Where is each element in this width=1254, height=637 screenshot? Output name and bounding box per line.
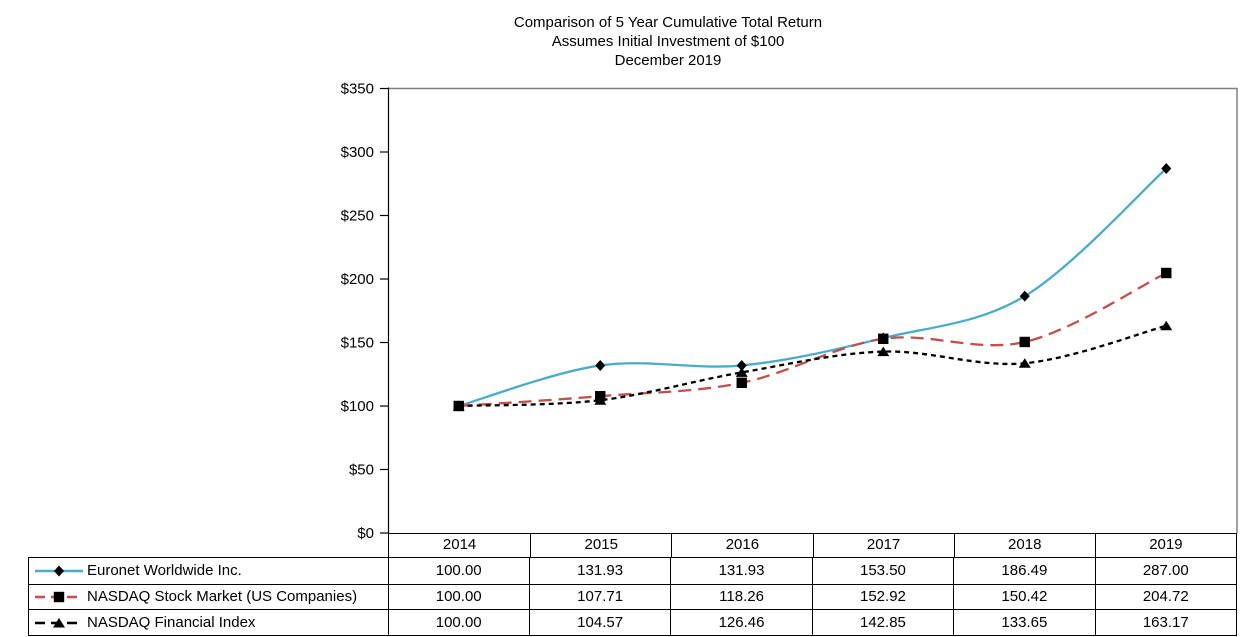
y-axis-label: $150 bbox=[341, 335, 374, 352]
chart-title-line3: December 2019 bbox=[614, 52, 722, 69]
year-header-cell: 2014 bbox=[442, 536, 477, 553]
y-axis-label: $0 bbox=[357, 525, 374, 542]
value-cell: 186.49 bbox=[953, 558, 1094, 584]
y-axis-label: $100 bbox=[341, 398, 374, 415]
value-cell: 126.46 bbox=[670, 609, 812, 635]
square-marker-icon bbox=[595, 391, 606, 402]
square-marker-icon bbox=[1161, 267, 1172, 279]
square-marker-icon bbox=[53, 591, 65, 603]
y-axis-label: $200 bbox=[341, 271, 374, 288]
chart-title-line1: Comparison of 5 Year Cumulative Total Re… bbox=[513, 14, 823, 31]
legend-cell: Euronet Worldwide Inc. bbox=[29, 558, 388, 584]
value-cell: 152.92 bbox=[811, 583, 954, 610]
diamond-marker-icon bbox=[736, 359, 747, 371]
value-cell: 142.85 bbox=[811, 609, 954, 635]
legend-label: NASDAQ Financial Index bbox=[87, 614, 256, 632]
legend-sample bbox=[35, 565, 83, 577]
value-cell: 287.00 bbox=[1094, 558, 1236, 584]
value-cell: 107.71 bbox=[528, 583, 671, 610]
legend-sample bbox=[35, 591, 83, 603]
legend-cell: NASDAQ Financial Index bbox=[29, 609, 388, 635]
year-header-cell: 2018 bbox=[953, 534, 1095, 557]
value-cell: 131.93 bbox=[528, 558, 670, 584]
legend-cell: NASDAQ Stock Market (US Companies) bbox=[29, 583, 388, 610]
chart-title-line2: Assumes Initial Investment of $100 bbox=[551, 33, 785, 50]
chart-title: Comparison of 5 Year Cumulative Total Re… bbox=[85, 13, 1251, 70]
diamond-marker-icon bbox=[1019, 290, 1030, 302]
triangle-marker-icon bbox=[1018, 358, 1031, 368]
square-marker-icon bbox=[453, 400, 464, 412]
diamond-marker-icon bbox=[54, 565, 64, 577]
series-line bbox=[458, 271, 1167, 408]
triangle-marker-icon bbox=[594, 395, 607, 405]
square-marker-icon bbox=[736, 377, 747, 389]
triangle-marker-icon bbox=[877, 346, 890, 357]
value-cell: 150.42 bbox=[953, 583, 1095, 610]
legend-label: NASDAQ Stock Market (US Companies) bbox=[87, 588, 358, 606]
y-axis-label: $250 bbox=[341, 208, 374, 225]
legend-label: Euronet Worldwide Inc. bbox=[87, 562, 242, 580]
data-table: Euronet Worldwide Inc. 100.00 131.93 131.93… bbox=[28, 557, 1237, 636]
triangle-marker-icon bbox=[735, 367, 748, 377]
value-cell: 118.26 bbox=[670, 583, 812, 610]
y-axis-label: $350 bbox=[341, 81, 374, 98]
plot-border bbox=[388, 87, 1238, 533]
year-header-row: 2014 2015 2016 2017 2018 2019 bbox=[388, 533, 1237, 557]
diamond-marker-icon bbox=[878, 332, 889, 344]
year-header-cell: 2017 bbox=[812, 534, 954, 557]
series-line bbox=[458, 167, 1168, 408]
value-cell: 131.93 bbox=[670, 558, 811, 584]
square-marker-icon bbox=[1019, 336, 1030, 348]
value-cell: 104.57 bbox=[528, 609, 671, 635]
value-cell: 163.17 bbox=[1094, 609, 1236, 635]
value-cell: 100.00 bbox=[387, 558, 529, 584]
diamond-marker-icon bbox=[1161, 163, 1172, 175]
series-line bbox=[458, 324, 1167, 408]
value-cell: 204.72 bbox=[1094, 583, 1236, 610]
diamond-marker-icon bbox=[453, 400, 464, 412]
triangle-marker-icon bbox=[452, 401, 465, 411]
y-axis-label: $300 bbox=[341, 144, 374, 161]
triangle-marker-icon bbox=[1160, 320, 1173, 331]
year-header-cell: 2015 bbox=[530, 534, 671, 557]
y-axis-label: $50 bbox=[349, 462, 374, 479]
square-marker-icon bbox=[878, 333, 889, 344]
diamond-marker-icon bbox=[595, 359, 606, 371]
legend-sample bbox=[35, 617, 83, 628]
year-header-cell: 2019 bbox=[1094, 534, 1236, 557]
value-cell: 100.00 bbox=[387, 583, 529, 610]
value-cell: 133.65 bbox=[953, 609, 1095, 635]
value-cell: 100.00 bbox=[387, 609, 529, 635]
triangle-marker-icon bbox=[53, 617, 65, 628]
year-header-cell: 2016 bbox=[671, 534, 812, 557]
value-cell: 153.50 bbox=[811, 558, 953, 584]
